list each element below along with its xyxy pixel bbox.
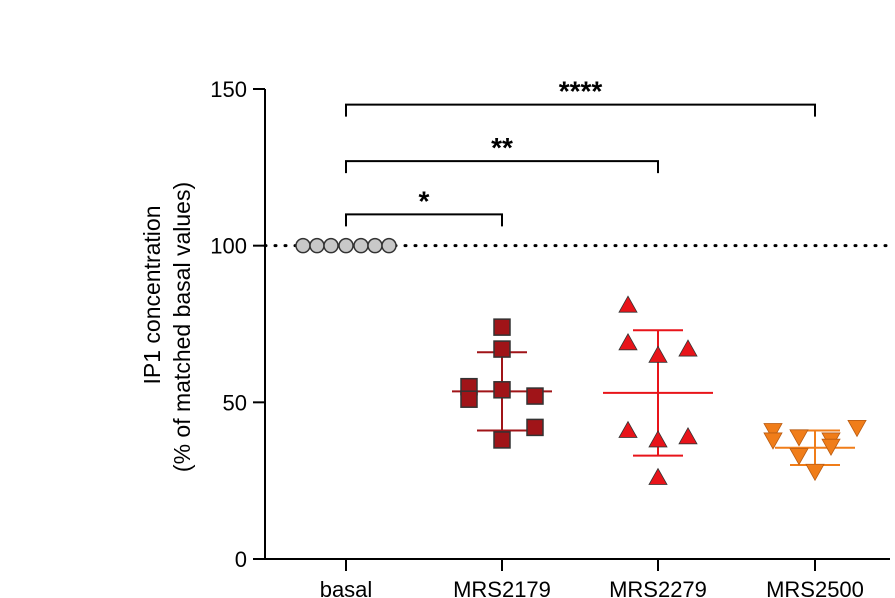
data-point-triangle-up xyxy=(648,345,668,363)
y-tick-label: 0 xyxy=(235,547,247,572)
data-point-square xyxy=(493,318,511,336)
data-point-circle xyxy=(381,237,397,254)
significance-bracket xyxy=(345,213,503,227)
data-point-circle xyxy=(295,237,311,254)
data-point-triangle-down xyxy=(763,432,783,450)
y-tick-label: 150 xyxy=(210,77,247,102)
axes xyxy=(264,89,890,560)
data-point-circle xyxy=(323,237,339,254)
significance-label: * xyxy=(419,185,430,216)
x-tick-label: MRS2500 xyxy=(766,577,864,598)
data-point-triangle-up xyxy=(618,420,638,438)
significance-bracket xyxy=(345,160,659,174)
data-point-square xyxy=(460,390,478,408)
data-point-circle xyxy=(309,237,325,254)
data-point-square xyxy=(526,418,544,437)
data-point-triangle-down xyxy=(789,429,809,447)
data-point-triangle-up xyxy=(618,332,638,351)
y-ticks: 0 50 100 150 xyxy=(210,77,265,572)
data-point-triangle-up xyxy=(618,295,638,313)
x-tick-label: MRS2279 xyxy=(609,577,707,598)
y-tick-label: 50 xyxy=(223,390,247,415)
data-point-triangle-up xyxy=(678,426,698,445)
data-point-triangle-up xyxy=(648,430,668,448)
significance-label: **** xyxy=(559,76,603,107)
data-point-triangle-down xyxy=(847,419,867,438)
x-tick-label: MRS2179 xyxy=(453,577,551,598)
data-point-triangle-up xyxy=(648,467,668,485)
data-point-square xyxy=(493,381,511,399)
y-tick-label: 100 xyxy=(210,234,247,259)
x-ticks: basal MRS2179 MRS2279 MRS2500 xyxy=(320,559,864,598)
y-axis-title-line2: (% of matched basal values) xyxy=(169,182,195,472)
significance-bracket xyxy=(345,103,816,117)
data-point-triangle-down xyxy=(763,423,783,441)
data-point-square xyxy=(493,340,511,358)
data-points xyxy=(295,237,867,485)
data-point-circle xyxy=(353,237,369,254)
y-axis-title: IP1 concentration (% of matched basal va… xyxy=(139,182,195,472)
data-point-triangle-down xyxy=(821,438,841,457)
data-point-triangle-down xyxy=(805,463,825,482)
data-point-circle xyxy=(367,237,383,254)
y-axis-title-line1: IP1 concentration xyxy=(139,205,165,384)
significance-brackets: ******* xyxy=(345,76,816,227)
data-point-circle xyxy=(338,237,354,254)
data-point-square xyxy=(493,431,511,449)
data-point-square xyxy=(526,387,544,405)
data-point-triangle-up xyxy=(678,339,698,357)
x-tick-label: basal xyxy=(320,577,373,598)
data-point-triangle-down xyxy=(789,448,809,466)
significance-label: ** xyxy=(491,132,513,163)
